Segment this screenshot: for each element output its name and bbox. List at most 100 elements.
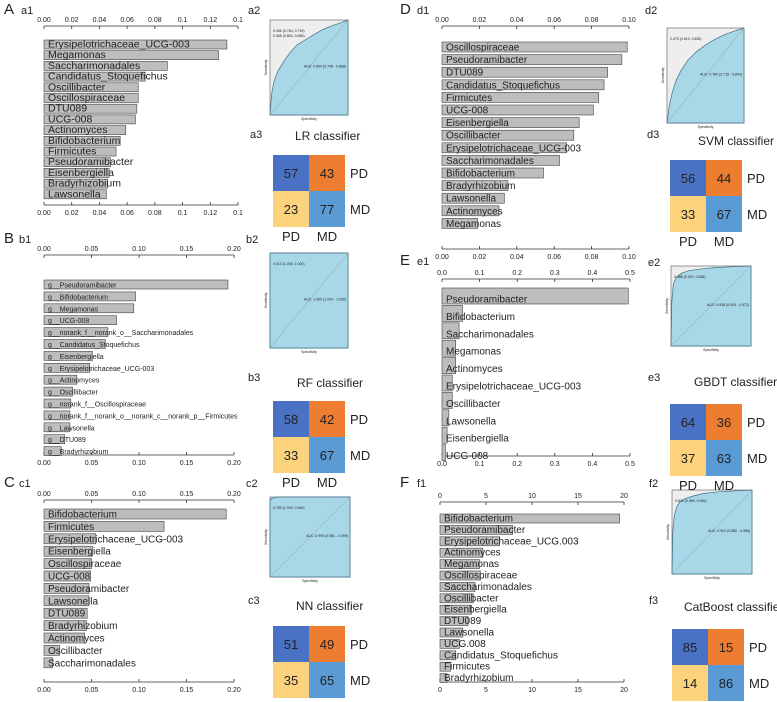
cm-a3-cell-value: 57 [284, 166, 298, 181]
panel-a-top-tick-label: 0.00 [37, 17, 51, 24]
panel-a-bar [43, 82, 139, 93]
panel-d-top-tick-label: 0.10 [622, 17, 636, 24]
roc-a2-diagonal [269, 19, 349, 116]
cm-a3-cell [309, 155, 345, 191]
roc-e2-diagonal [670, 265, 752, 347]
panel-a-bar [43, 61, 168, 71]
cm-a3-row-label-md: MD [350, 202, 370, 217]
panel-e-top-tick-label: 0.0 [437, 270, 447, 277]
panel-b-bar-label: g__Actinomyces [48, 378, 100, 385]
roc-c2-ylabel: Sensitivity [264, 529, 268, 545]
cm-c3-cell-value: 49 [320, 637, 334, 652]
panel-a-bottom-tick-label: 0.04 [93, 210, 107, 217]
cm-f3-cell [672, 629, 708, 665]
panel-b-bar-sublabel: b1 [19, 234, 31, 246]
panel-d-bar [441, 142, 567, 154]
panel-b-bottom-tick-label: 0.00 [37, 460, 51, 467]
cm-d3-sublabel: d3 [647, 129, 659, 141]
roc-c2-diagonal [269, 496, 351, 578]
panel-f-bottom-tick-label: 10 [528, 687, 536, 694]
panel-b-bar [43, 351, 93, 361]
panel-a-bar [43, 50, 219, 61]
cm-a3-col-label-pd: PD [282, 229, 300, 244]
cm-a3-cell [273, 155, 309, 191]
panel-d-bottom-tick-label: 0.02 [473, 254, 487, 261]
panel-f-bar-label: Oscillospiraceae [444, 571, 518, 582]
roc-d2-threshold-label: 0.475 (0.610, 0.835) [670, 37, 702, 41]
cm-b3-cell-value: 33 [284, 448, 298, 463]
cm-b3-cell [273, 401, 309, 437]
panel-a-bar [43, 146, 117, 157]
panel-c-bar-label: Saccharimonadales [48, 658, 136, 669]
panel-f-bar-label: Bradyrhizobium [444, 673, 513, 684]
panel-b-bar-label: g__Oscillibacter [48, 390, 98, 397]
panel-e-bar [441, 339, 456, 357]
panel-a-bar [43, 103, 138, 114]
panel-f-bottom-tick-label: 15 [574, 687, 582, 694]
panel-f-bar [439, 570, 481, 581]
panel-d-bar-label: Lawsonella [446, 194, 496, 205]
panel-c-bar [43, 620, 87, 631]
panel-c-bar [43, 657, 53, 669]
panel-e-bar-label: Eisenbergiella [446, 434, 509, 445]
panel-f-bar-label: Lawsonella [444, 628, 494, 639]
panel-f-bar-label: Oscillibacter [444, 593, 499, 604]
panel-a-bar-label: Eisenbergiella [48, 167, 114, 179]
panel-c-bar [43, 521, 165, 532]
roc-b2-xlabel: Specificity [301, 350, 317, 354]
panel-a-top-tick-label: 0.02 [65, 17, 79, 24]
panel-c-top-tick-label: 0.10 [132, 491, 146, 498]
cm-a3-row-label-pd: PD [350, 166, 368, 181]
cm-b3-title: RF classifier [297, 376, 363, 390]
panel-c-bar [43, 545, 93, 557]
panel-a-bar [43, 157, 111, 167]
roc-a2-sublabel: a2 [248, 5, 260, 17]
cm-e3-cell [670, 404, 706, 440]
panel-a-bar-label: Erysipelotrichaceae_UCG-003 [48, 39, 190, 51]
panel-f-bar [439, 650, 457, 661]
cm-b3-cell [309, 401, 345, 437]
cm-f3-cell-value: 86 [719, 676, 733, 691]
cm-d3-cell [706, 196, 742, 232]
roc-a2-threshold-label-2: 0.366 (0.854, 0.686) [273, 34, 305, 38]
panel-d-bar [441, 66, 608, 78]
panel-d-bottom-tick-label: 0.04 [510, 254, 524, 261]
roc-a2-ylabel: Sensitivity [264, 59, 268, 75]
cm-d3-row-label-pd: PD [747, 171, 765, 186]
panel-f-bar-label: Firmicutes [444, 662, 490, 673]
roc-b2-auc-label: AUC: 1.000 (1.000 - 1.000) [304, 298, 346, 302]
panel-a-bar-label: Bradyrhizobium [48, 178, 121, 190]
panel-c-bar-label: Oscillibacter [48, 646, 103, 657]
panel-c-bar-label: Oscillospiraceae [48, 559, 122, 570]
panel-c-bar [43, 607, 88, 619]
panel-f-top-tick-label: 0 [438, 493, 442, 500]
cm-f3-cell-value: 15 [719, 640, 733, 655]
panel-e-bar [441, 374, 453, 392]
cm-a3-title: LR classifier [295, 129, 360, 143]
panel-d-bottom-tick-label: 0.10 [622, 254, 636, 261]
roc-b2-ylabel: Sensitivity [264, 292, 268, 308]
roc-d2-diagonal [666, 27, 745, 124]
cm-b3-cell-value: 67 [320, 448, 334, 463]
panel-d-bar [441, 155, 560, 166]
panel-a-bar-label: DTU089 [48, 103, 87, 115]
panel-c-bar-sublabel: c1 [19, 478, 31, 490]
panel-b-top-tick-label: 0.05 [85, 246, 99, 253]
panel-b-bar-label: g__Lawsonella [48, 425, 95, 432]
panel-a-bar-label: Candidatus_Stoquefichus [48, 71, 168, 83]
panel-e-bar-label: Lawsonella [446, 416, 496, 427]
panel-e-bar [441, 409, 450, 427]
panel-e-bar [441, 426, 448, 444]
panel-a-bar-label: Firmicutes [48, 146, 96, 158]
panel-c-bottom-tick-label: 0.10 [132, 687, 146, 694]
panel-a-bottom-tick-label: 0.1 [178, 210, 188, 217]
cm-d3-cell-value: 33 [681, 207, 695, 222]
roc-f2-sublabel: f2 [649, 478, 658, 490]
panel-d-top-tick-label: 0.02 [473, 17, 487, 24]
cm-e3-row-label-pd: PD [747, 415, 765, 430]
panel-a-bar [43, 168, 110, 178]
panel-f-letter: F [400, 474, 409, 491]
panel-f-bar-label: DTU089 [444, 616, 482, 627]
panel-f-bottom-tick-label: 5 [484, 687, 488, 694]
